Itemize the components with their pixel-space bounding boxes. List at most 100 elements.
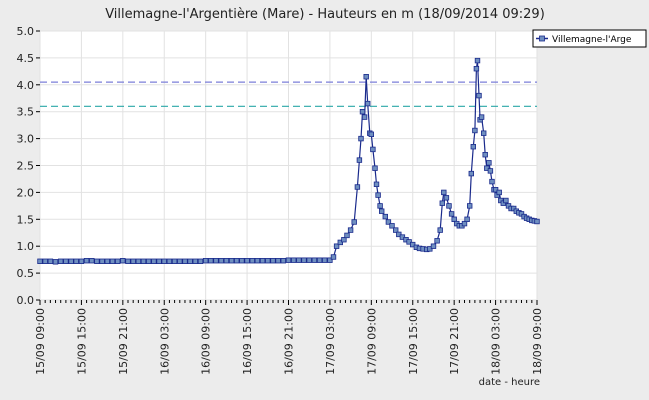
data-point: [249, 257, 255, 264]
x-tick-label: 17/09 21:00: [448, 308, 461, 375]
data-point: [42, 258, 48, 264]
data-point: [448, 211, 455, 217]
data-point: [487, 168, 494, 174]
data-point: [280, 257, 286, 264]
data-point: [68, 258, 74, 264]
x-tick-label: 16/09 21:00: [283, 308, 296, 375]
series-layer: [37, 57, 540, 265]
data-point: [290, 257, 297, 263]
x-tick-label: 16/09 09:00: [200, 308, 213, 375]
data-point: [472, 127, 478, 134]
x-tick-label: 18/09 09:00: [531, 308, 544, 375]
data-point: [378, 208, 385, 214]
data-point: [202, 257, 209, 264]
x-tick-label: 15/09 21:00: [117, 308, 130, 375]
x-tick-label: 18/09 03:00: [490, 308, 503, 375]
data-point: [265, 257, 271, 264]
data-point: [385, 219, 392, 225]
data-point: [135, 258, 142, 264]
x-axis: 15/09 09:00 15/09 15:00 15/09 21:00 16/09 0…: [34, 300, 544, 375]
data-point: [47, 258, 54, 264]
data-point: [474, 57, 481, 64]
data-point: [228, 257, 235, 264]
data-point: [359, 109, 366, 115]
data-point: [351, 219, 357, 225]
data-point: [52, 259, 59, 265]
data-point: [333, 243, 340, 249]
data-point: [377, 203, 383, 209]
y-tick-label: 3.5: [17, 106, 35, 119]
data-point: [492, 186, 499, 193]
y-tick-label: 4.5: [17, 52, 35, 65]
data-point: [208, 257, 214, 264]
data-point: [503, 197, 509, 204]
legend-box: [532, 29, 647, 48]
data-point: [482, 151, 488, 158]
data-point: [382, 213, 388, 220]
y-tick-label: 4.0: [17, 79, 35, 92]
y-tick-label: 5.0: [17, 25, 35, 38]
data-point: [321, 257, 328, 263]
data-point: [83, 257, 90, 264]
y-tick-label: 3.0: [17, 133, 35, 146]
data-point: [73, 258, 79, 264]
data-point: [166, 258, 173, 264]
legend-marker: [539, 35, 545, 42]
data-point: [218, 257, 224, 264]
data-point: [177, 258, 183, 264]
data-point: [239, 257, 245, 264]
data-point: [364, 100, 371, 107]
data-point: [372, 165, 378, 171]
data-point: [330, 254, 337, 260]
data-point: [392, 227, 399, 233]
data-point: [496, 189, 502, 196]
data-point: [486, 160, 492, 166]
data-point: [151, 258, 157, 264]
chart-title: Villemagne-l'Argentière (Mare) - Hauteur…: [105, 7, 545, 22]
data-point: [473, 66, 480, 72]
data-point: [63, 258, 69, 264]
data-point: [478, 114, 485, 120]
data-point: [182, 258, 188, 264]
data-point: [344, 232, 350, 239]
data-point: [316, 257, 323, 263]
x-tick-label: 17/09 09:00: [365, 308, 378, 375]
data-point: [437, 227, 443, 233]
data-point: [373, 181, 380, 187]
data-point: [187, 258, 193, 264]
x-tick-label: 15/09 15:00: [75, 308, 88, 375]
data-point: [464, 216, 470, 222]
data-point: [480, 130, 487, 136]
y-tick-label: 1.0: [17, 240, 35, 253]
data-point: [99, 258, 105, 264]
data-point: [489, 178, 495, 185]
data-point: [311, 257, 318, 263]
data-point: [223, 257, 230, 264]
data-point: [354, 184, 361, 190]
data-point: [130, 258, 136, 264]
x-tick-label: 17/09 15:00: [407, 308, 420, 375]
data-point: [466, 203, 473, 209]
data-point: [104, 258, 110, 264]
data-point: [145, 258, 152, 264]
data-point: [427, 246, 433, 252]
data-point: [534, 218, 540, 225]
data-point: [361, 114, 368, 120]
data-point: [78, 258, 85, 264]
data-point: [370, 146, 376, 153]
data-point: [368, 131, 374, 137]
x-axis-title: date - heure: [479, 377, 540, 388]
data-point: [476, 92, 482, 99]
data-point: [58, 258, 64, 264]
data-point: [341, 236, 347, 243]
x-tick-label: 17/09 03:00: [324, 308, 337, 375]
data-point: [484, 165, 490, 171]
data-point: [233, 257, 240, 264]
data-point: [115, 258, 121, 264]
data-point: [285, 257, 292, 263]
data-point: [439, 200, 445, 206]
x-tick-label: 16/09 15:00: [241, 308, 254, 375]
data-point: [434, 238, 440, 244]
data-point: [244, 257, 250, 264]
data-point: [94, 258, 100, 264]
